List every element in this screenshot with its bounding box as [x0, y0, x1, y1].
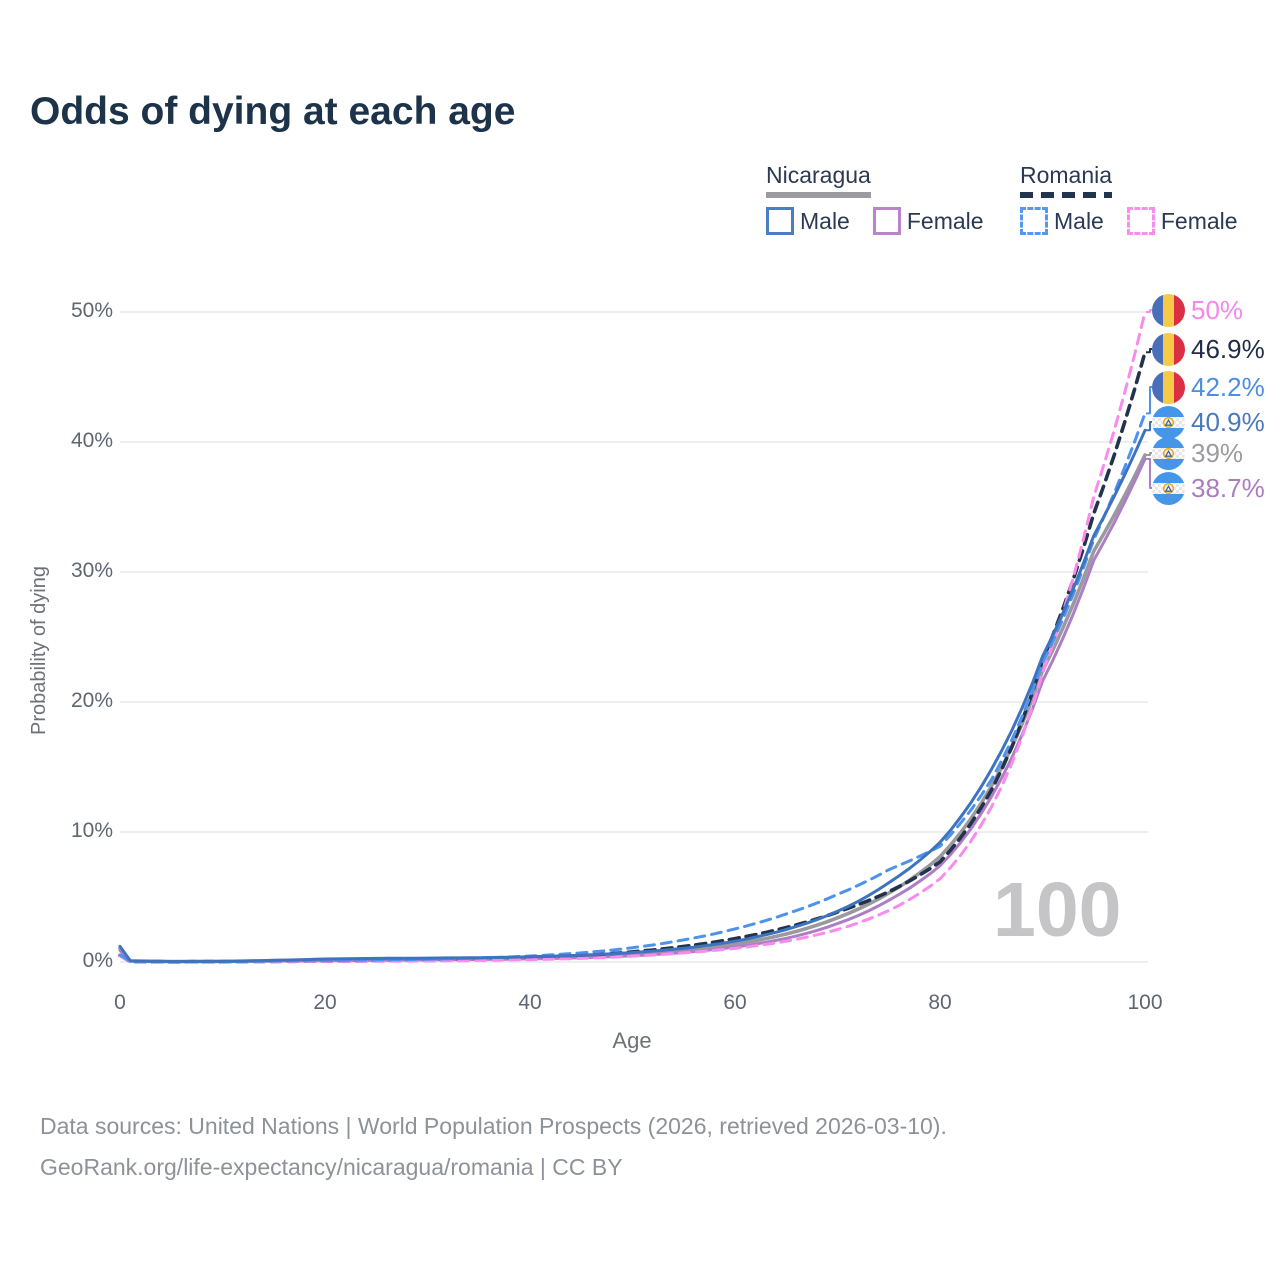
x-tick-label: 20 — [313, 991, 337, 1014]
age-watermark: 100 — [993, 867, 1122, 953]
legend-country-romania-label: Romania — [1020, 162, 1113, 188]
series-line-romania-male — [118, 411, 1147, 964]
legend-item-romania-male[interactable]: Male — [1020, 207, 1104, 235]
end-label-connector — [1146, 421, 1152, 432]
end-label-value: 38.7% — [1191, 472, 1265, 503]
end-label-value: 39% — [1191, 437, 1244, 468]
end-label-connector — [1146, 386, 1152, 415]
end-label-value: 46.9% — [1191, 333, 1265, 364]
legend-country-nicaragua-label: Nicaragua — [766, 162, 871, 188]
end-label-connector — [1146, 452, 1152, 456]
legend-group-nicaragua: Nicaragua Male Female — [766, 162, 998, 235]
x-tick-label: 40 — [518, 991, 542, 1014]
y-tick-label: 20% — [70, 689, 113, 712]
page-title: Odds of dying at each age — [30, 90, 516, 133]
legend-item-label: Female — [906, 207, 984, 234]
x-tick-label: 80 — [928, 991, 952, 1014]
end-label-romania-female: 50% — [1152, 293, 1243, 327]
y-tick-label: 40% — [70, 429, 113, 452]
nicaragua-flag-icon — [1152, 472, 1185, 505]
end-label-connector — [1146, 457, 1152, 489]
end-label-romania-both: 46.9% — [1152, 332, 1265, 366]
legend-item-label: Male — [1054, 207, 1104, 234]
y-tick-label: 50% — [70, 299, 113, 322]
footer-url-line: GeoRank.org/life-expectancy/nicaragua/ro… — [40, 1154, 623, 1180]
end-label-nicaragua-male: 40.9% — [1152, 405, 1265, 439]
legend-group-romania: Romania Male Female — [1020, 162, 1252, 235]
footer: Data sources: United Nations | World Pop… — [40, 1106, 947, 1188]
footer-source-line: Data sources: United Nations | World Pop… — [40, 1113, 947, 1139]
romania-male-swatch-icon — [1020, 207, 1048, 235]
series-line-nicaragua-female — [118, 457, 1147, 964]
series-line-nicaragua-male — [118, 428, 1147, 963]
legend-item-nicaragua-female[interactable]: Female — [872, 207, 984, 235]
legend-country-nicaragua[interactable]: Nicaragua — [766, 162, 871, 198]
end-label-value: 42.2% — [1191, 371, 1265, 402]
series-line-romania-both — [118, 350, 1147, 964]
nicaragua-male-swatch-icon — [766, 207, 794, 235]
end-label-nicaragua-both: 39% — [1152, 436, 1243, 470]
romania-flag-icon — [1152, 294, 1185, 327]
legend-item-romania-female[interactable]: Female — [1126, 207, 1238, 235]
romania-female-swatch-icon — [1126, 207, 1155, 235]
romania-flag-icon — [1152, 371, 1185, 404]
legend-country-romania[interactable]: Romania — [1020, 162, 1113, 198]
legend-item-nicaragua-male[interactable]: Male — [766, 207, 850, 235]
dashed-line-sample — [1020, 192, 1113, 198]
series-line-nicaragua-both — [118, 453, 1147, 964]
y-axis-title: Probability of dying — [28, 566, 50, 735]
end-label-romania-male: 42.2% — [1152, 370, 1265, 404]
end-label-value: 50% — [1191, 294, 1244, 325]
series-line-romania-female — [118, 310, 1147, 964]
x-axis-title: Age — [612, 1028, 652, 1053]
legend-item-label: Male — [800, 207, 850, 234]
end-label-nicaragua-female: 38.7% — [1152, 471, 1265, 505]
end-label-value: 40.9% — [1191, 406, 1265, 437]
x-tick-label: 60 — [723, 991, 747, 1014]
y-tick-label: 0% — [82, 949, 113, 972]
y-tick-label: 30% — [70, 559, 113, 582]
y-tick-label: 10% — [70, 819, 113, 842]
romania-flag-icon — [1152, 333, 1185, 366]
end-label-connector — [1146, 348, 1152, 354]
nicaragua-flag-icon — [1152, 406, 1185, 439]
end-label-connector — [1146, 309, 1152, 313]
solid-line-sample — [766, 192, 871, 198]
nicaragua-flag-icon — [1152, 437, 1185, 470]
legend-item-label: Female — [1160, 207, 1238, 234]
nicaragua-female-swatch-icon — [872, 207, 901, 235]
x-tick-label: 100 — [1127, 991, 1163, 1014]
x-tick-label: 0 — [114, 991, 126, 1014]
